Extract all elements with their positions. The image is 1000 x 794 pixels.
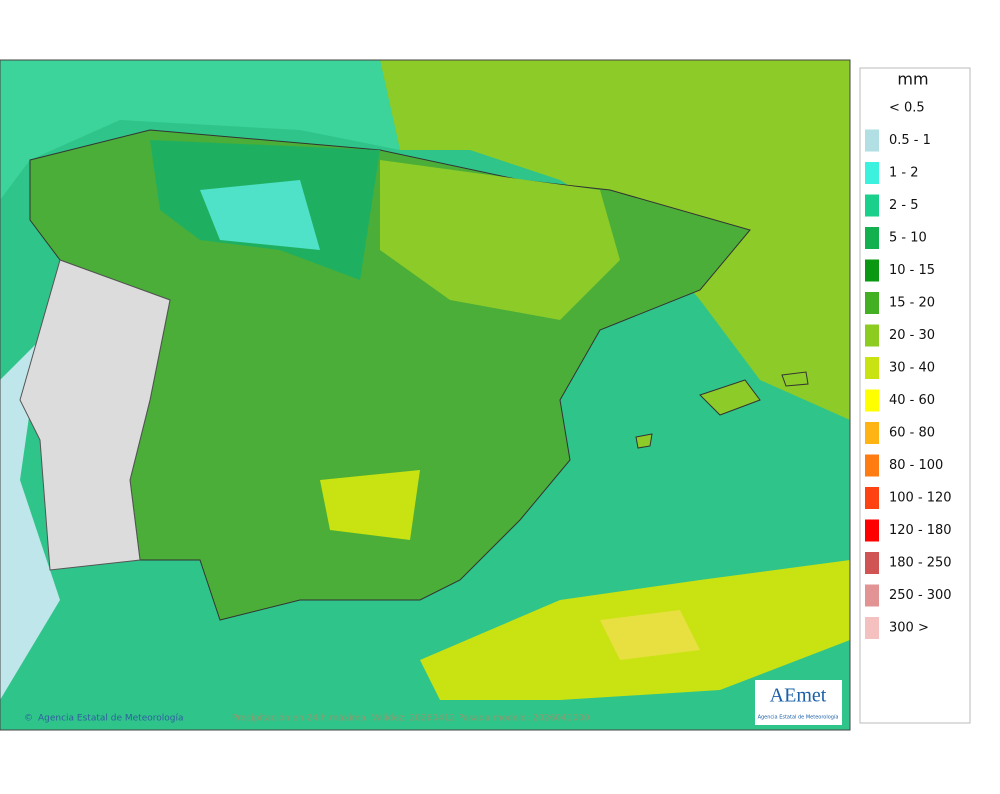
legend-swatch: [865, 584, 879, 607]
logo-box: [755, 680, 842, 725]
legend-swatch: [865, 552, 879, 574]
island: [699, 379, 761, 416]
legend-swatch: [865, 487, 879, 509]
legend-label: 10 - 15: [889, 263, 935, 278]
legend-swatch: [865, 357, 879, 379]
legend-swatch: [865, 129, 879, 152]
legend-swatch: [865, 422, 879, 444]
legend-swatch: [865, 194, 879, 217]
legend-swatch: [865, 292, 879, 314]
legend-swatch: [865, 227, 879, 249]
legend-label: 60 - 80: [889, 426, 935, 441]
caption: Precipitación en 24 h máxima. Validez: 2…: [232, 713, 590, 724]
legend-label: 15 - 20: [889, 296, 935, 311]
legend-label: 180 - 250: [889, 556, 952, 571]
logo-subtitle: Agencia Estatal de Meteorología: [758, 714, 839, 721]
legend-label: 1 - 2: [889, 166, 919, 181]
map-frame: [0, 59, 851, 731]
legend-label: 20 - 30: [889, 328, 935, 343]
precip-zone: [380, 60, 850, 420]
legend-swatch: [865, 389, 879, 412]
precip-zone: [200, 180, 320, 250]
island: [781, 371, 809, 387]
precip-zone: [600, 610, 700, 660]
legend-label: 0.5 - 1: [889, 133, 931, 148]
legend-label: 2 - 5: [889, 198, 919, 213]
legend-label: 30 - 40: [889, 361, 935, 376]
precip-zone: [320, 470, 420, 540]
legend-label: 40 - 60: [889, 393, 935, 408]
legend-swatch: [865, 519, 879, 542]
precip-zone: [380, 160, 620, 320]
legend-swatch: [865, 454, 879, 477]
map: © Agencia Estatal de Meteorología Precip…: [0, 59, 851, 731]
precip-zone: [0, 60, 400, 200]
legend-swatch: [865, 162, 879, 184]
legend-title: mm: [897, 70, 928, 89]
legend-label: 120 - 180: [889, 523, 952, 538]
legend-swatch: [865, 259, 879, 282]
legend-swatch: [865, 324, 879, 347]
copyright-symbol: ©: [24, 714, 33, 724]
island: [635, 433, 653, 449]
legend-label: 5 - 10: [889, 231, 927, 246]
legend-label: 250 - 300: [889, 588, 952, 603]
legend: mm < 0.5 0.5 - 1 1 - 2 2 - 5 5 - 10 10 - 15 15…: [859, 67, 971, 724]
legend-label: 100 - 120: [889, 491, 952, 506]
credit: Agencia Estatal de Meteorología: [38, 714, 184, 724]
legend-label: 80 - 100: [889, 458, 943, 473]
logo: AEmet: [770, 685, 827, 707]
legend-label: 300 >: [889, 621, 929, 636]
legend-label: < 0.5: [889, 101, 925, 116]
legend-swatch: [865, 617, 879, 639]
portugal-land: [19, 259, 171, 571]
precip-zone: [0, 340, 60, 700]
